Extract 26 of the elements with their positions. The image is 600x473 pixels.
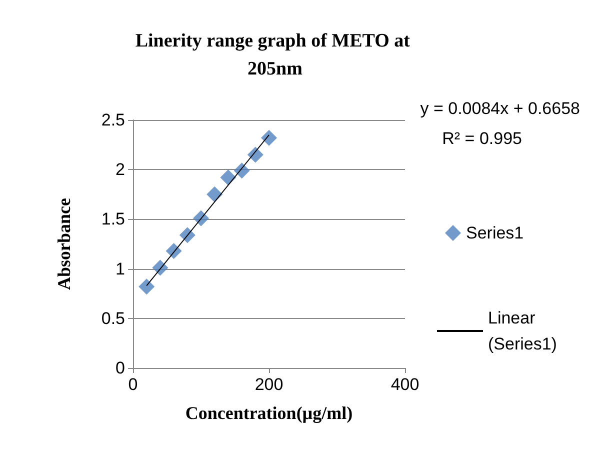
x-tick-label: 400 — [390, 375, 420, 394]
text: R² = 0.995 — [442, 129, 522, 148]
point — [261, 130, 277, 146]
x-tick-label: 200 — [254, 375, 284, 394]
y-tick-label: 1 — [116, 259, 125, 278]
point — [206, 186, 223, 202]
point — [247, 146, 264, 163]
legend-label: Linear (Series1) — [488, 308, 557, 354]
point — [234, 162, 250, 179]
y-tick-label: 0 — [116, 358, 125, 378]
y-tick-label: 2 — [116, 160, 125, 180]
y-tick-label: 0.5 — [101, 308, 125, 328]
y-tick-label: 2.5 — [101, 110, 125, 130]
legend-label: Series1 — [466, 224, 524, 242]
point — [166, 242, 182, 259]
x-tick-label: 0 — [128, 375, 138, 394]
point — [179, 227, 196, 244]
point — [193, 210, 209, 226]
y-tick-label: 1.5 — [101, 210, 125, 229]
point — [152, 260, 168, 276]
y-axis-title: Absorbance — [54, 198, 74, 290]
chart-title: Linerity range graph of METO at 205nm — [135, 30, 415, 80]
x-axis-title: Concentration(µg/ml) — [185, 403, 353, 423]
text: y = 0.0084x + 0.6658 — [420, 99, 580, 118]
point — [220, 170, 236, 186]
point — [138, 278, 155, 295]
